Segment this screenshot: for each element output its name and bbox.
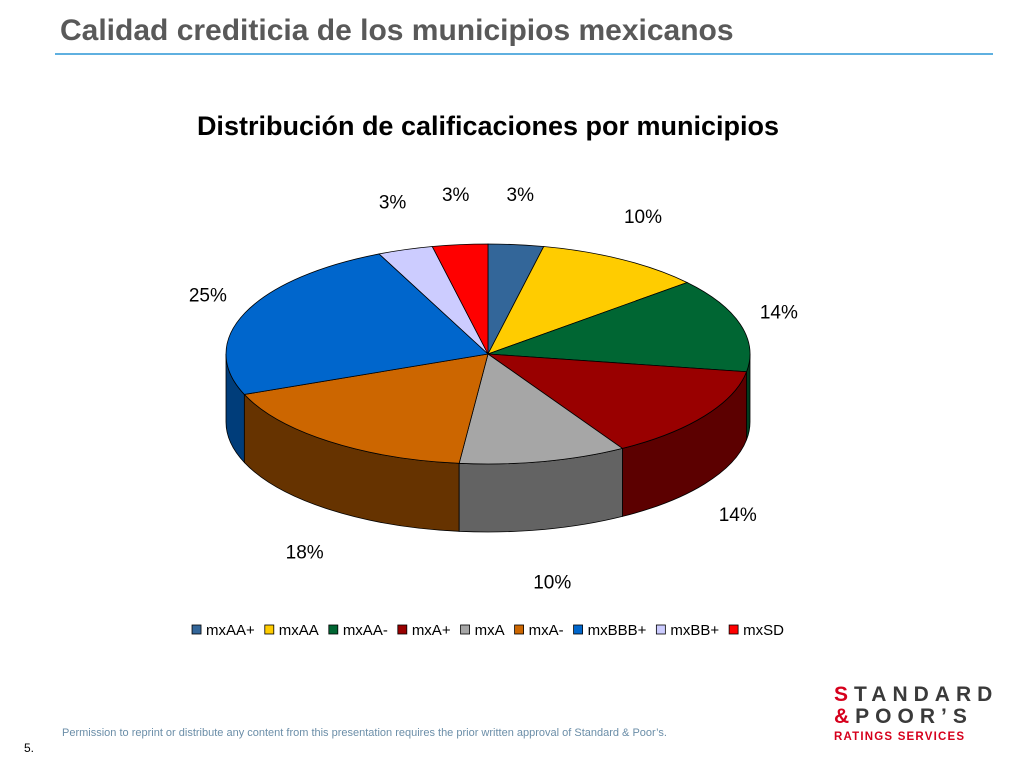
slide-title: Calidad crediticia de los municipios mex… <box>60 14 734 47</box>
legend-label-mxa: mxA <box>475 622 505 639</box>
legend-label-mxaaplus: mxAA+ <box>206 622 255 639</box>
pie-slices <box>225 243 751 465</box>
legend-label-mxaa: mxAA <box>279 622 319 639</box>
footer-permission-note: Permission to reprint or distribute any … <box>62 727 667 739</box>
chart-title: Distribución de calificaciones por munic… <box>197 111 779 141</box>
slice-mxaaminus <box>487 282 751 373</box>
legend-swatch-mxaminus <box>514 624 524 635</box>
slice-mxaminus <box>243 353 489 464</box>
legend-swatch-mxbbbplus <box>573 624 583 635</box>
legend-swatch-mxaplus <box>397 624 408 635</box>
slice-mxsd <box>431 243 489 355</box>
title-divider <box>55 53 993 55</box>
logo-line-standard: STANDARD <box>834 683 999 706</box>
data-label-mxaa: 10% <box>624 207 662 228</box>
slice-mxaa <box>487 246 689 355</box>
slice-mxbbbplus <box>225 253 489 395</box>
legend-label-mxbbplus: mxBB+ <box>670 622 719 639</box>
page-number: 5. <box>24 741 35 755</box>
data-label-mxsd: 3% <box>442 185 470 206</box>
data-labels: 3% 10% 14% 14% 10% 18% 25% 3% 3% <box>189 185 798 593</box>
legend-label-mxaaminus: mxAA- <box>343 622 388 639</box>
logo-line-ratings: RATINGS SERVICES <box>834 731 966 743</box>
data-label-mxbbbplus: 25% <box>189 285 227 306</box>
data-label-mxaaminus: 14% <box>760 302 798 323</box>
legend-label-mxaplus: mxA+ <box>412 622 451 639</box>
legend-label-mxaminus: mxA- <box>529 622 564 639</box>
data-label-mxaminus: 18% <box>286 543 324 564</box>
legend-swatch-mxbbplus <box>655 624 666 635</box>
data-label-mxbbplus: 3% <box>379 192 407 213</box>
legend-swatch-mxsd <box>728 624 739 635</box>
slice-mxa <box>458 353 624 465</box>
slice-mxaplus <box>486 353 748 449</box>
legend-label-mxsd: mxSD <box>743 622 784 639</box>
legend: mxAA+ mxAA mxAA-mxA+ mxA mxA-mxBBB+ mxBB+ mxSD <box>191 622 784 639</box>
legend-swatch-mxaaplus <box>191 624 202 635</box>
sp-logo: STANDARD &POOR’S RATINGS SERVICES <box>834 684 1004 744</box>
legend-swatch-mxaa <box>264 624 275 635</box>
data-label-mxaplus: 14% <box>719 505 757 526</box>
logo-line-poors: &POOR’S <box>834 705 973 728</box>
legend-swatch-mxaaminus <box>328 624 339 635</box>
data-label-mxa: 10% <box>533 572 571 593</box>
legend-label-mxbbbplus: mxBBB+ <box>588 622 647 639</box>
data-label-mxaaplus: 3% <box>507 185 535 206</box>
legend-swatch-mxa <box>460 624 470 635</box>
